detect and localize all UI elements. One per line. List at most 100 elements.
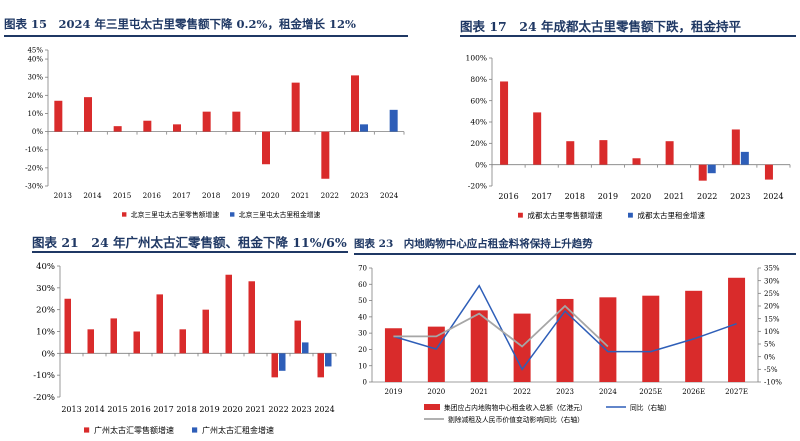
x-tick-label: 2019 (232, 191, 251, 200)
legend-swatch (192, 427, 198, 433)
legend-swatch (628, 212, 633, 218)
bar-retail (294, 320, 301, 354)
x-tick-label: 2020 (631, 192, 651, 201)
x-tick-label: 2013 (61, 405, 81, 414)
y-tick-label: 30% (27, 74, 43, 82)
y2-tick-label: -5% (764, 366, 778, 374)
y-tick-label: 30% (36, 284, 55, 294)
legend-label: 北京三里屯太古里租金增速 (239, 210, 321, 219)
x-tick-label: 2018 (202, 191, 221, 200)
bar-rent (302, 342, 309, 354)
y-tick-label: 10 (358, 362, 367, 370)
bar-retail (202, 309, 209, 354)
bar-retail (632, 158, 641, 165)
y-tick-label: 40% (36, 262, 55, 272)
x-tick-label: 2027E (725, 388, 748, 396)
legend-label: 成都太古里零售额增速 (528, 210, 603, 220)
legend-swatch (518, 212, 523, 218)
bar-retail (64, 298, 71, 354)
y2-tick-label: 35% (764, 265, 780, 273)
legend-label: 剔除减租及人民币价值变动影响同比（右轴） (448, 415, 584, 424)
y-tick-label: 70 (358, 265, 367, 273)
x-tick-label: 2022 (321, 191, 339, 200)
x-tick-label: 2024 (314, 405, 334, 414)
bar-retail (665, 141, 674, 165)
legend-label: 北京三里屯太古里零售额增速 (131, 210, 220, 219)
bar-rent-income (642, 295, 660, 382)
bar-retail (84, 97, 92, 132)
x-tick-label: 2023 (556, 388, 574, 396)
bar-rent-income (513, 313, 531, 382)
x-tick-label: 2016 (130, 405, 150, 414)
x-tick-label: 2019 (598, 192, 618, 201)
y-tick-label: 30 (358, 330, 367, 338)
chart-title: 图表 23 内地购物中心应占租金料将保持上升趋势 (354, 238, 593, 250)
bar-retail (232, 111, 241, 132)
bar-retail (110, 318, 117, 354)
bar-rent-income (470, 310, 488, 382)
bar-retail (599, 140, 608, 165)
y-tick-label: 45% (27, 46, 43, 54)
y-tick-label: 40 (358, 313, 367, 321)
y2-tick-label: 15% (764, 315, 780, 323)
chart-title: 图表 17 24 年成都太古里零售额下跌，租金持平 (460, 19, 741, 34)
y-tick-label: 60 (358, 281, 367, 289)
y-tick-label: 100% (466, 54, 487, 63)
title-underline (460, 35, 796, 37)
x-tick-label: 2022 (268, 405, 288, 414)
bar-retail (225, 274, 232, 354)
x-tick-label: 2015 (107, 405, 127, 414)
bar-retail (173, 124, 181, 132)
y2-tick-label: 30% (764, 277, 780, 285)
bar-retail (113, 126, 122, 132)
x-tick-label: 2024 (599, 388, 617, 396)
legend-label: 成都太古里租金增速 (638, 210, 706, 220)
bar-retail (317, 353, 324, 378)
legend-label: 广州太古汇租金增速 (202, 425, 274, 435)
x-tick-label: 2023 (291, 405, 311, 414)
combo-chart-mainland-malls: 0 10 20 30 40 50 60 70 -10% -5% 0% 5% 10% 15% 20% 25% 30… (358, 265, 782, 424)
x-tick-label: 2017 (531, 192, 551, 201)
x-tick-label: 2021 (291, 191, 309, 200)
legend-swatch (84, 427, 90, 433)
x-tick-label: 2023 (730, 192, 750, 201)
bar-retail (698, 164, 707, 181)
x-tick-label: 2025E (639, 388, 662, 396)
bar-retail (351, 75, 359, 132)
y2-tick-label: 20% (764, 303, 780, 311)
x-tick-label: 2018 (565, 192, 585, 201)
x-tick-label: 2017 (172, 191, 191, 200)
y-tick-label: 0% (475, 160, 487, 169)
x-tick-label: 2022 (697, 192, 717, 201)
y-tick-label: -20% (25, 164, 43, 172)
bar-retail (731, 129, 740, 165)
x-tick-label: 2021 (245, 405, 265, 414)
bar-retail (133, 331, 140, 354)
bar-rent-income (384, 328, 402, 382)
x-tick-label: 2015 (113, 191, 132, 200)
y-tick-label: 20% (27, 92, 43, 100)
bar-retail (156, 294, 163, 354)
x-tick-label: 2018 (176, 405, 196, 414)
bar-retail (321, 131, 330, 179)
x-tick-label: 2013 (54, 191, 73, 200)
line-adjusted-yoy (393, 304, 609, 348)
y-tick-label: 0% (42, 349, 56, 359)
y-tick-label: 60% (470, 96, 487, 105)
legend-label: 集团应占内地购物中心租金收入总额（亿港元） (444, 403, 587, 412)
bar-retail (500, 81, 509, 165)
bar-retail (248, 281, 255, 354)
y-tick-label: -30% (25, 182, 43, 190)
bar-chart-guangzhou: -20%-10%0%10%20%30%40%2013 2014 2015 2016 20… (33, 262, 337, 435)
bar-rent-income (427, 326, 445, 382)
legend-label: 广州太古汇零售额增速 (94, 425, 174, 435)
y2-tick-label: -10% (764, 379, 782, 387)
legend-swatch-bar (424, 404, 440, 410)
x-tick-label: 2019 (385, 388, 403, 396)
x-tick-label: 2016 (498, 192, 518, 201)
y-tick-label: 10% (36, 327, 55, 337)
bar-retail (143, 120, 152, 132)
x-tick-label: 2017 (153, 405, 173, 414)
x-tick-label: 2020 (427, 388, 445, 396)
bar-retail (179, 329, 186, 354)
